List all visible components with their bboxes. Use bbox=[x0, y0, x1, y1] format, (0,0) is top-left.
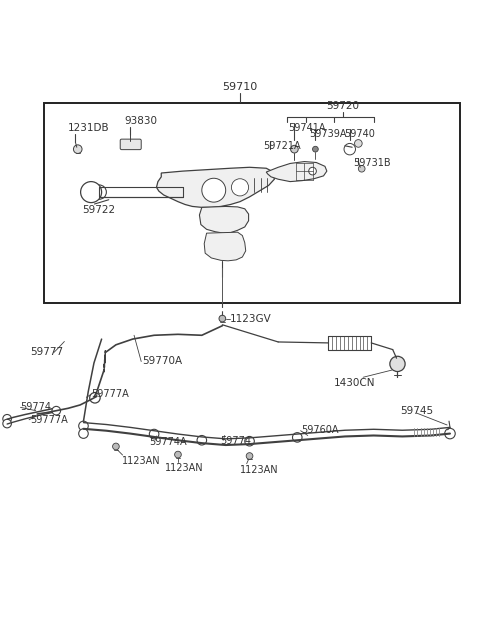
Circle shape bbox=[149, 429, 159, 439]
Circle shape bbox=[290, 145, 298, 153]
Circle shape bbox=[73, 145, 82, 154]
Text: 1123AN: 1123AN bbox=[240, 465, 278, 475]
Circle shape bbox=[359, 165, 365, 172]
Text: 59770A: 59770A bbox=[142, 356, 182, 365]
Polygon shape bbox=[156, 167, 275, 207]
Text: 1430CN: 1430CN bbox=[334, 378, 375, 388]
Circle shape bbox=[390, 356, 405, 372]
Circle shape bbox=[90, 392, 100, 403]
Text: 59710: 59710 bbox=[222, 83, 258, 92]
Circle shape bbox=[81, 182, 102, 203]
Circle shape bbox=[113, 443, 119, 450]
Bar bbox=[44, 103, 459, 303]
Text: 59741A: 59741A bbox=[288, 123, 326, 133]
Circle shape bbox=[3, 415, 12, 423]
Circle shape bbox=[3, 419, 12, 428]
Text: 59722: 59722 bbox=[83, 205, 116, 216]
Circle shape bbox=[219, 316, 226, 322]
Circle shape bbox=[231, 179, 249, 196]
Circle shape bbox=[79, 429, 88, 438]
Circle shape bbox=[197, 435, 206, 445]
Circle shape bbox=[52, 406, 60, 415]
Text: 59777A: 59777A bbox=[91, 390, 129, 399]
Text: 93830: 93830 bbox=[124, 116, 157, 126]
Text: 59777: 59777 bbox=[30, 348, 63, 358]
Text: 59774: 59774 bbox=[21, 402, 51, 412]
Text: 59745: 59745 bbox=[400, 406, 433, 415]
FancyBboxPatch shape bbox=[120, 139, 141, 150]
Text: 59739A: 59739A bbox=[309, 129, 346, 139]
Circle shape bbox=[309, 167, 316, 175]
Text: 1123GV: 1123GV bbox=[229, 314, 271, 324]
Circle shape bbox=[355, 140, 362, 147]
Text: 59777A: 59777A bbox=[30, 415, 68, 425]
Text: 1123AN: 1123AN bbox=[165, 463, 203, 473]
Text: 59774: 59774 bbox=[220, 436, 251, 447]
Text: 59720: 59720 bbox=[326, 102, 359, 111]
Circle shape bbox=[344, 143, 356, 155]
Text: 59740: 59740 bbox=[344, 129, 375, 139]
Text: 1123AN: 1123AN bbox=[121, 456, 160, 466]
Circle shape bbox=[79, 421, 88, 431]
Text: 59731B: 59731B bbox=[354, 157, 391, 168]
Circle shape bbox=[245, 436, 254, 446]
Circle shape bbox=[92, 185, 107, 199]
Circle shape bbox=[292, 433, 302, 442]
Polygon shape bbox=[199, 207, 249, 233]
Text: 59760A: 59760A bbox=[301, 425, 338, 435]
Circle shape bbox=[445, 428, 455, 439]
Circle shape bbox=[246, 452, 253, 460]
Polygon shape bbox=[204, 232, 246, 261]
Text: 59721A: 59721A bbox=[263, 141, 300, 151]
Circle shape bbox=[202, 179, 226, 202]
Circle shape bbox=[175, 451, 181, 458]
Text: 59774A: 59774A bbox=[149, 437, 187, 447]
Polygon shape bbox=[266, 161, 327, 182]
Text: 1231DB: 1231DB bbox=[68, 123, 110, 133]
Circle shape bbox=[312, 147, 318, 152]
